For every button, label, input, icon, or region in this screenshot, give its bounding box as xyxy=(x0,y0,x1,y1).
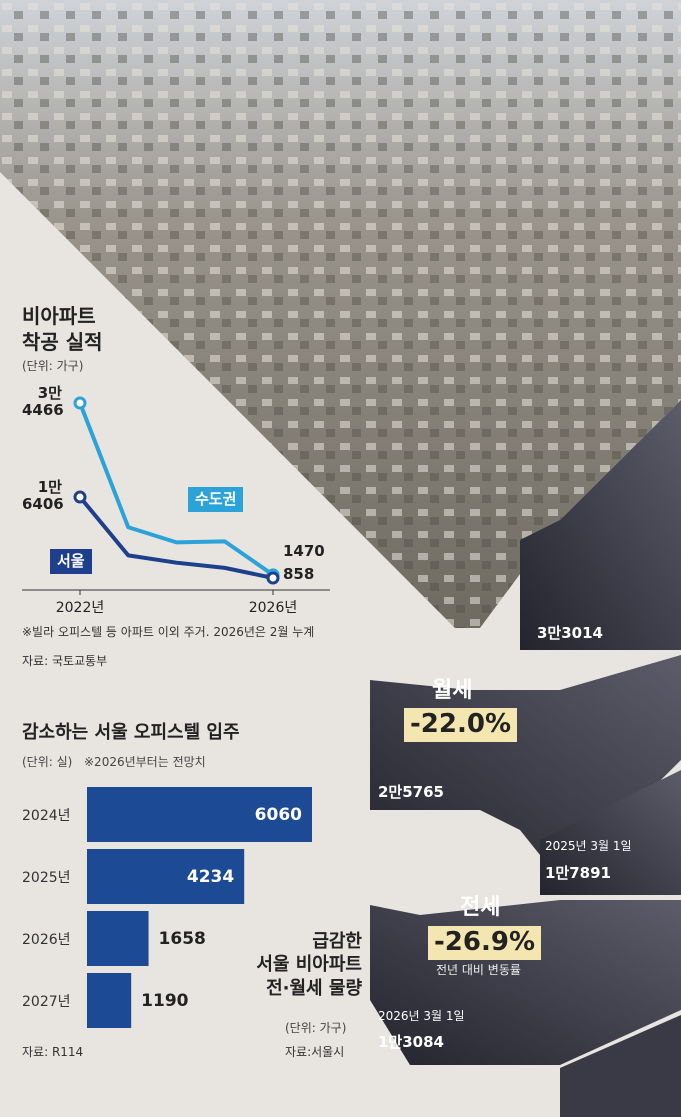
series-line xyxy=(78,402,275,577)
unit: (단위: 가구) xyxy=(285,1021,347,1035)
photo-texture xyxy=(0,0,681,628)
point xyxy=(73,396,87,410)
value-label: 6060 xyxy=(255,805,302,825)
monthly-label: 월세 xyxy=(432,678,473,703)
point xyxy=(73,490,87,504)
monthly-before: 3만3014 xyxy=(537,624,603,642)
series-line xyxy=(78,495,274,580)
jeonse-label: 전세 xyxy=(460,895,501,920)
monthly-after: 2만5765 xyxy=(378,783,444,801)
arrow-shape xyxy=(560,1015,681,1117)
note: ※빌라 오피스텔 등 아파트 이외 주거. 2026년은 2월 누계 xyxy=(22,625,315,639)
y-tick-label: 2025년 xyxy=(22,870,71,886)
source: 자료:서울시 xyxy=(285,1045,345,1059)
legend-entry: 수도권 xyxy=(188,487,244,513)
legend-entry: 서울 xyxy=(50,549,92,575)
unit: (단위: 실) xyxy=(22,755,73,769)
arrow-shape xyxy=(540,770,681,895)
value-label: 1470 xyxy=(283,541,325,560)
unit: (단위: 가구) xyxy=(22,359,84,373)
bar xyxy=(87,849,245,904)
bar xyxy=(87,911,149,966)
jeonse-before: 1만7891 xyxy=(545,864,611,882)
title-line: 전·월세 물량 xyxy=(266,977,362,999)
title-line: 착공 실적 xyxy=(22,330,103,354)
bar xyxy=(87,787,312,842)
bar-chart-title: 감소하는 서울 오피스텔 입주 xyxy=(22,722,240,743)
jeonse-before-date: 2025년 3월 1일 xyxy=(545,839,632,853)
source: 자료: R114 xyxy=(22,1045,84,1059)
bar xyxy=(87,973,132,1028)
x-tick-label: 2022년 xyxy=(56,600,105,616)
value-label: 1190 xyxy=(141,991,188,1011)
jeonse-change: -26.9% xyxy=(428,926,541,960)
source: 자료: 국토교통부 xyxy=(22,654,108,668)
x-tick-label: 2026년 xyxy=(249,600,298,616)
value-label: 1658 xyxy=(159,929,206,949)
point xyxy=(266,571,280,585)
title-line: 비아파트 xyxy=(22,304,96,328)
monthly-change: -22.0% xyxy=(404,708,517,742)
y-tick-label: 2027년 xyxy=(22,994,71,1010)
jeonse-after-date: 2026년 3월 1일 xyxy=(378,1009,465,1023)
value-label: 1만 6406 xyxy=(22,478,64,514)
arrow-shape xyxy=(520,400,681,650)
title-line: 급감한 xyxy=(312,931,362,952)
y-tick-label: 2024년 xyxy=(22,808,71,824)
value-label: 3만 4466 xyxy=(22,384,64,420)
panel-title: 급감한 서울 비아파트 전·월세 물량 xyxy=(230,930,362,1000)
jeonse-after: 1만3084 xyxy=(378,1033,444,1051)
value-label: 4234 xyxy=(187,867,234,887)
change-note: 전년 대비 변동률 xyxy=(436,963,521,977)
line-chart-title: 비아파트 착공 실적 xyxy=(22,303,103,355)
title-line: 서울 비아파트 xyxy=(256,954,362,976)
value-label: 858 xyxy=(283,565,315,583)
note: ※2026년부터는 전망치 xyxy=(84,755,206,769)
y-tick-label: 2026년 xyxy=(22,932,71,948)
